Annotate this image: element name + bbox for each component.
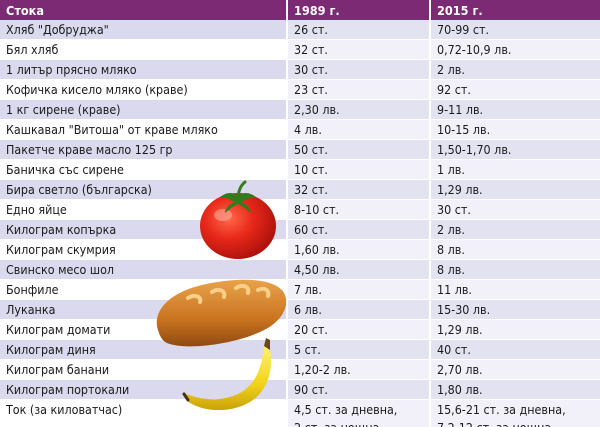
cell-price-2015: 2 лв. (430, 59, 600, 80)
cell-price-2015: 8 лв. (430, 259, 600, 280)
table-body: Хляб "Добруджа" 26 ст. 70-99 ст. Бял хляб 32… (0, 20, 600, 427)
table-row: Килограм скумрия 1,60 лв. 8 лв. (0, 239, 600, 260)
cell-price-2015: 1 лв. (430, 159, 600, 180)
cell-price-2015: 2,70 лв. (430, 359, 600, 380)
cell-price-2015: 40 ст. (430, 339, 600, 360)
cell-item: 1 кг сирене (краве) (0, 99, 288, 120)
cell-item: Килограм банани (0, 359, 288, 380)
table-row: Килограм копърка 60 ст. 2 лв. (0, 219, 600, 240)
table-row: Баничка със сирене 10 ст. 1 лв. (0, 159, 600, 180)
cell-price-1989: 20 ст. (287, 319, 431, 340)
table-row: Едно яйце 8-10 ст. 30 ст. (0, 199, 600, 220)
cell-price-1989: 32 ст. (287, 39, 431, 60)
table-row: Луканка 6 лв. 15-30 лв. (0, 299, 600, 320)
cell-item: Килограм скумрия (0, 239, 288, 260)
cell-price-1989: 1,20-2 лв. (287, 359, 431, 380)
table-row-electricity: Ток (за киловатчас) 4,5 ст. за дневна, 2… (0, 399, 600, 427)
header-1989: 1989 г. (287, 0, 431, 20)
cell-price-1989: 32 ст. (287, 179, 431, 200)
cell-price-1989: 7 лв. (287, 279, 431, 300)
cell-item: Баничка със сирене (0, 159, 288, 180)
cell-item: Пакетче краве масло 125 гр (0, 139, 288, 160)
cell-price-1989: 30 ст. (287, 59, 431, 80)
cell-price-2015: 11 лв. (430, 279, 600, 300)
electricity-1989-night: 2 ст. за нощна (294, 419, 428, 427)
cell-price-1989: 4 лв. (287, 119, 431, 140)
cell-item: Килограм домати (0, 319, 288, 340)
header-row: Стока 1989 г. 2015 г. (0, 0, 600, 20)
cell-price-2015: 2 лв. (430, 219, 600, 240)
table-row: Килограм диня 5 ст. 40 ст. (0, 339, 600, 360)
header-item: Стока (0, 0, 288, 20)
cell-price-1989: 2,30 лв. (287, 99, 431, 120)
table-row: 1 литър прясно мляко 30 ст. 2 лв. (0, 59, 600, 80)
table-row: Килограм портокали 90 ст. 1,80 лв. (0, 379, 600, 400)
cell-price-2015: 92 ст. (430, 79, 600, 100)
cell-price-2015: 1,29 лв. (430, 319, 600, 340)
cell-item: Килограм диня (0, 339, 288, 360)
cell-item: Килограм копърка (0, 219, 288, 240)
cell-price-2015: 15,6-21 ст. за дневна, 7,2-12 ст. за нощ… (430, 399, 600, 427)
cell-price-2015: 1,29 лв. (430, 179, 600, 200)
table-row: Кашкавал "Витоша" от краве мляко 4 лв. 10-… (0, 119, 600, 140)
cell-item: Едно яйце (0, 199, 288, 220)
table-row: Килограм банани 1,20-2 лв. 2,70 лв. (0, 359, 600, 380)
table-row: Свинско месо шол 4,50 лв. 8 лв. (0, 259, 600, 280)
cell-price-1989: 23 ст. (287, 79, 431, 100)
cell-price-1989: 5 ст. (287, 339, 431, 360)
cell-price-1989: 1,60 лв. (287, 239, 431, 260)
cell-price-1989: 8-10 ст. (287, 199, 431, 220)
cell-price-2015: 8 лв. (430, 239, 600, 260)
cell-item: Ток (за киловатчас) (0, 399, 288, 427)
cell-price-1989: 26 ст. (287, 20, 431, 40)
cell-item: Свинско месо шол (0, 259, 288, 280)
cell-price-2015: 0,72-10,9 лв. (430, 39, 600, 60)
table-row: 1 кг сирене (краве) 2,30 лв. 9-11 лв. (0, 99, 600, 120)
cell-item: 1 литър прясно мляко (0, 59, 288, 80)
cell-price-2015: 70-99 ст. (430, 20, 600, 40)
table-row: Бял хляб 32 ст. 0,72-10,9 лв. (0, 39, 600, 60)
cell-price-1989: 60 ст. (287, 219, 431, 240)
table-row: Хляб "Добруджа" 26 ст. 70-99 ст. (0, 20, 600, 40)
cell-item: Кофичка кисело мляко (краве) (0, 79, 288, 100)
cell-item: Луканка (0, 299, 288, 320)
electricity-1989-day: 4,5 ст. за дневна, (294, 402, 398, 417)
cell-item: Килограм портокали (0, 379, 288, 400)
table-row: Бира светло (българска) 32 ст. 1,29 лв. (0, 179, 600, 200)
header-2015: 2015 г. (430, 0, 600, 20)
electricity-2015-night: 7,2-12 ст. за нощна (437, 419, 600, 427)
cell-price-1989: 4,50 лв. (287, 259, 431, 280)
cell-price-2015: 15-30 лв. (430, 299, 600, 320)
cell-price-2015: 30 ст. (430, 199, 600, 220)
table-row: Бонфиле 7 лв. 11 лв. (0, 279, 600, 300)
cell-item: Хляб "Добруджа" (0, 20, 288, 40)
cell-price-2015: 1,80 лв. (430, 379, 600, 400)
table-row: Килограм домати 20 ст. 1,29 лв. (0, 319, 600, 340)
cell-price-1989: 90 ст. (287, 379, 431, 400)
cell-item: Кашкавал "Витоша" от краве мляко (0, 119, 288, 140)
cell-item: Бонфиле (0, 279, 288, 300)
cell-price-1989: 4,5 ст. за дневна, 2 ст. за нощна (287, 399, 431, 427)
cell-price-2015: 9-11 лв. (430, 99, 600, 120)
cell-item: Бира светло (българска) (0, 179, 288, 200)
cell-item: Бял хляб (0, 39, 288, 60)
table-row: Кофичка кисело мляко (краве) 23 ст. 92 ст. (0, 79, 600, 100)
cell-price-1989: 6 лв. (287, 299, 431, 320)
cell-price-2015: 10-15 лв. (430, 119, 600, 140)
table-row: Пакетче краве масло 125 гр 50 ст. 1,50-1,7… (0, 139, 600, 160)
cell-price-1989: 50 ст. (287, 139, 431, 160)
electricity-2015-day: 15,6-21 ст. за дневна, (437, 402, 566, 417)
cell-price-1989: 10 ст. (287, 159, 431, 180)
cell-price-2015: 1,50-1,70 лв. (430, 139, 600, 160)
